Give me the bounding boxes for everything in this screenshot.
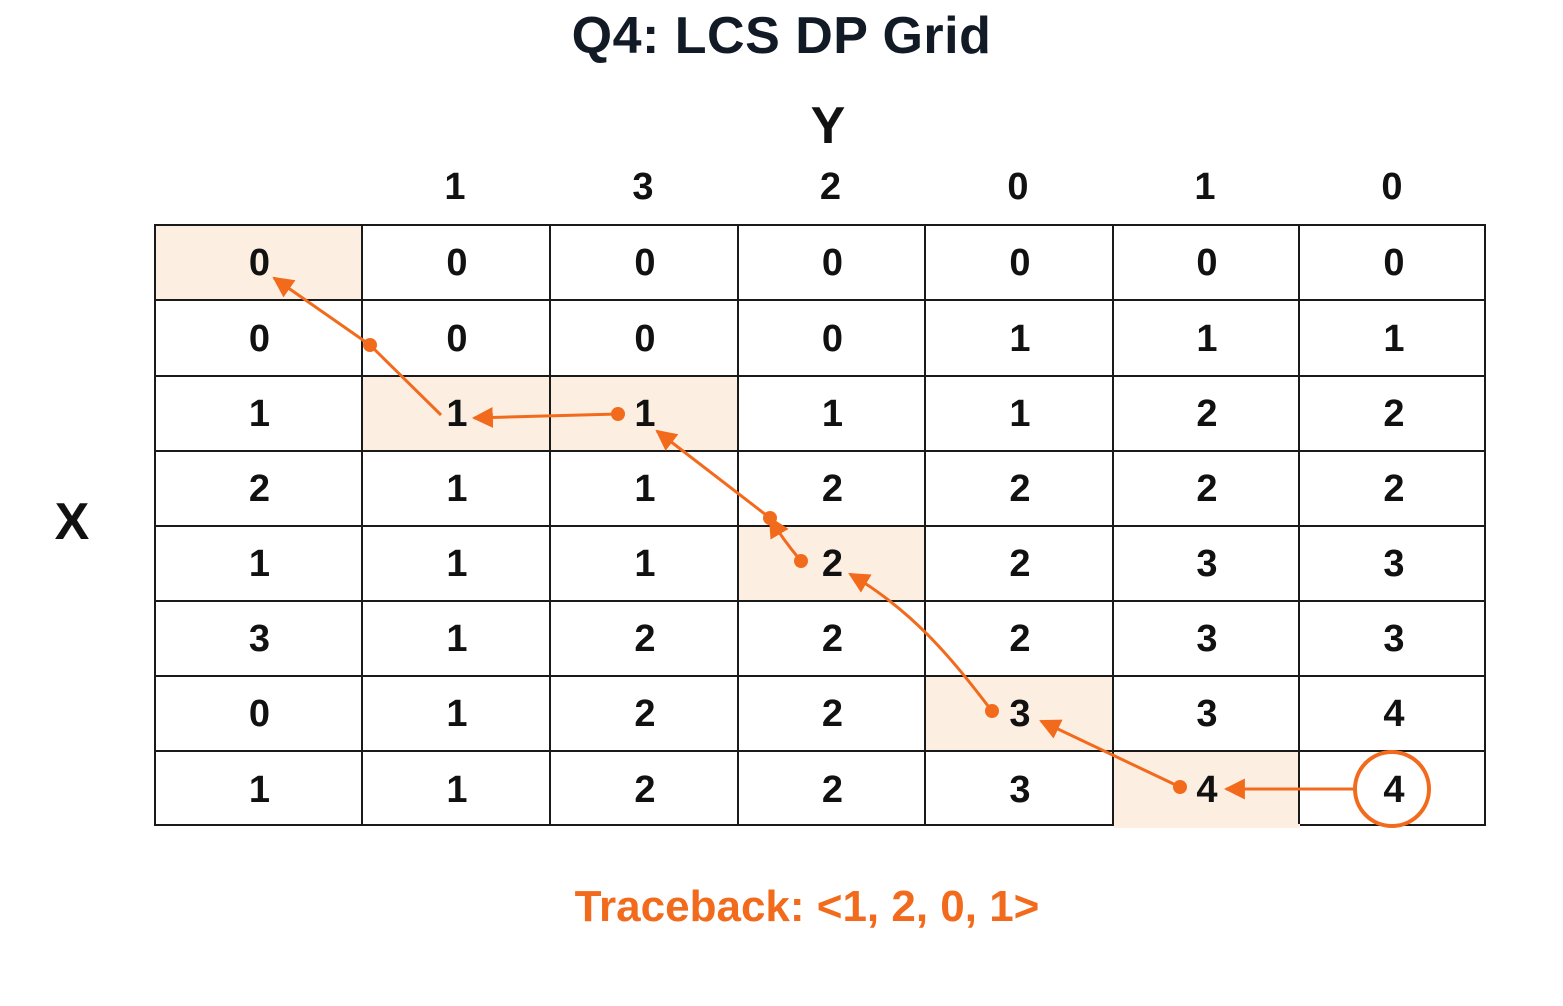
grid-row-divider xyxy=(156,600,1484,602)
grid-cell-r3-c3: 2 xyxy=(821,468,844,510)
grid-cell-r7-c1: 1 xyxy=(446,769,468,811)
grid-row-divider xyxy=(156,299,1484,301)
grid-cell-r2-c4: 1 xyxy=(1009,393,1031,435)
grid-cell-r0-c5: 0 xyxy=(1196,242,1218,284)
grid-cell-r5-c6: 3 xyxy=(1383,618,1405,660)
grid-cell-r1-c1: 0 xyxy=(446,318,468,360)
grid-cell-r3-c1: 1 xyxy=(446,468,468,510)
grid-cell-r2-c5: 2 xyxy=(1196,393,1218,435)
grid-cell-r7-c4: 3 xyxy=(1009,769,1031,811)
grid-cell-r4-c5: 3 xyxy=(1196,543,1218,585)
page-title: Q4: LCS DP Grid xyxy=(571,7,992,65)
grid-column-divider xyxy=(1298,226,1300,824)
grid-cell-r2-c0: 1 xyxy=(248,393,271,435)
y-axis-label: Y xyxy=(810,97,846,155)
grid-cell-r3-c6: 2 xyxy=(1383,468,1405,510)
grid-cell-r6-c5: 3 xyxy=(1196,693,1218,735)
grid-cell-r1-c6: 1 xyxy=(1383,318,1405,360)
grid-cell-r0-c6: 0 xyxy=(1383,242,1405,284)
grid-cell-r3-c2: 1 xyxy=(634,468,656,510)
grid-cell-r0-c1: 0 xyxy=(446,242,468,284)
grid-row-divider xyxy=(156,750,1484,752)
column-header-6: 0 xyxy=(1381,166,1403,208)
grid-row-divider xyxy=(156,375,1484,377)
grid-cell-r7-c2: 2 xyxy=(634,769,656,811)
column-header-1: 1 xyxy=(444,166,466,208)
grid-cell-r2-c2: 1 xyxy=(551,377,739,452)
grid-cell-r7-c5: 4 xyxy=(1114,752,1300,828)
grid-cell-r1-c0: 0 xyxy=(248,318,271,360)
grid-cell-r0-c3: 0 xyxy=(821,242,844,284)
grid-column-divider xyxy=(361,226,363,824)
grid-column-divider xyxy=(737,226,739,824)
grid-cell-r4-c1: 1 xyxy=(446,543,468,585)
grid-cell-r1-c4: 1 xyxy=(1009,318,1031,360)
grid-cell-r6-c6: 4 xyxy=(1383,693,1405,735)
grid-cell-r4-c4: 2 xyxy=(1009,543,1031,585)
grid-cell-r1-c3: 0 xyxy=(821,318,844,360)
grid-column-divider xyxy=(1112,226,1114,824)
column-header-4: 0 xyxy=(1007,166,1029,208)
grid-cell-r6-c4: 3 xyxy=(926,677,1114,752)
column-header-3: 2 xyxy=(819,166,842,208)
grid-cell-r0-c4: 0 xyxy=(1009,242,1031,284)
grid-cell-r5-c0: 3 xyxy=(248,618,271,660)
grid-cell-r2-c1: 1 xyxy=(363,377,551,452)
grid-row-divider xyxy=(156,525,1484,527)
grid-cell-r2-c6: 2 xyxy=(1383,393,1405,435)
column-header-5: 1 xyxy=(1194,166,1216,208)
grid-cell-r7-c0: 1 xyxy=(248,769,271,811)
grid-column-divider xyxy=(549,226,551,824)
grid-cell-r4-c0: 1 xyxy=(248,543,271,585)
grid-cell-r6-c3: 2 xyxy=(821,693,844,735)
grid-cell-r1-c5: 1 xyxy=(1196,318,1218,360)
column-header-0 xyxy=(154,166,361,210)
grid-column-divider xyxy=(924,226,926,824)
grid-cell-r5-c1: 1 xyxy=(446,618,468,660)
traceback-caption: Traceback: <1, 2, 0, 1> xyxy=(574,882,1040,931)
grid-row-divider xyxy=(156,450,1484,452)
grid-cell-r3-c5: 2 xyxy=(1196,468,1218,510)
x-axis-label: X xyxy=(54,493,90,551)
grid-cell-r6-c2: 2 xyxy=(634,693,656,735)
grid-cell-r5-c4: 2 xyxy=(1009,618,1031,660)
column-header-2: 3 xyxy=(632,166,654,208)
grid-cell-r2-c3: 1 xyxy=(821,393,844,435)
grid-cell-r5-c3: 2 xyxy=(821,618,844,660)
grid-cell-r6-c1: 1 xyxy=(446,693,468,735)
grid-row-divider xyxy=(156,675,1484,677)
grid-cell-r4-c3: 2 xyxy=(739,527,926,602)
grid-cell-r4-c2: 1 xyxy=(634,543,656,585)
grid-cell-r3-c0: 2 xyxy=(248,468,271,510)
grid-cell-r0-c2: 0 xyxy=(634,242,656,284)
grid-cell-r4-c6: 3 xyxy=(1383,543,1405,585)
grid-cell-r6-c0: 0 xyxy=(248,693,271,735)
grid-cell-r3-c4: 2 xyxy=(1009,468,1031,510)
grid-cell-r1-c2: 0 xyxy=(634,318,656,360)
grid-cell-r7-c3: 2 xyxy=(821,769,844,811)
grid-cell-r7-c6: 4 xyxy=(1383,769,1405,811)
grid-cell-r5-c5: 3 xyxy=(1196,618,1218,660)
grid-cell-r5-c2: 2 xyxy=(634,618,656,660)
grid-cell-r0-c0: 0 xyxy=(156,226,363,301)
